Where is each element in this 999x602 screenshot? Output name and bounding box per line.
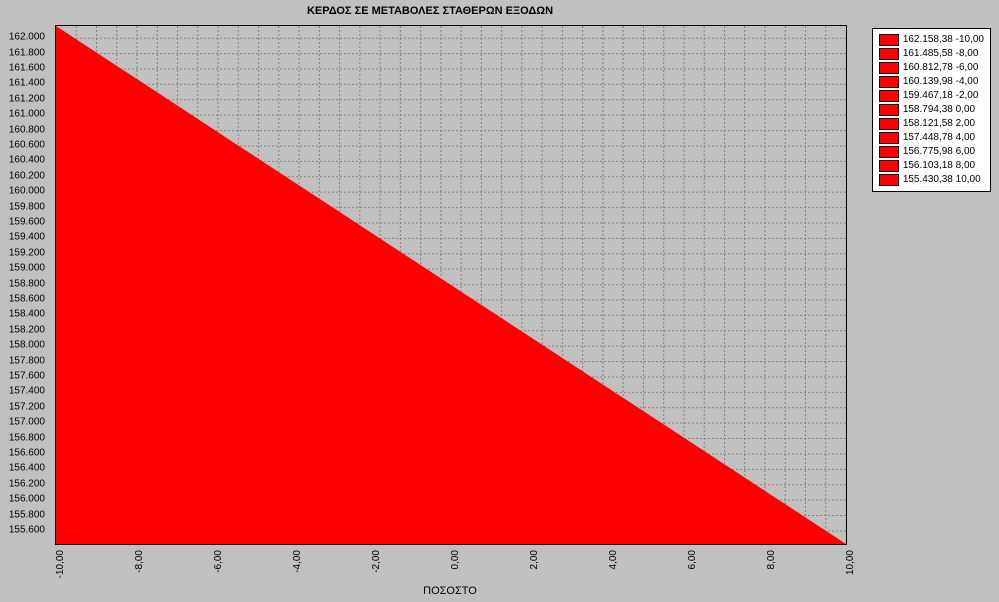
x-tick-label: -10,00 — [55, 550, 66, 578]
legend-label: 156.775,98 6,00 — [903, 145, 975, 159]
x-tick-label: -4,00 — [292, 550, 303, 573]
legend-item: 157.448,78 4,00 — [879, 131, 984, 145]
legend-label: 162.158,38 -10,00 — [903, 33, 984, 47]
legend-label: 158.794,38 0,00 — [903, 103, 975, 117]
x-tick-label: -6,00 — [213, 550, 224, 573]
y-tick-label: 161.400 — [9, 78, 45, 89]
y-tick-label: 159.200 — [9, 247, 45, 258]
y-tick-label: 156.400 — [9, 463, 45, 474]
y-axis-ticks: 155.600 155.800 156.000 156.200 156.400 156.6… — [0, 25, 50, 543]
y-tick-label: 157.200 — [9, 401, 45, 412]
x-tick-label: 0,00 — [450, 550, 461, 569]
chart-svg — [56, 26, 846, 544]
legend-label: 159.467,18 -2,00 — [903, 89, 979, 103]
x-tick-label: 10,00 — [845, 550, 856, 575]
y-tick-label: 157.800 — [9, 355, 45, 366]
y-tick-label: 158.400 — [9, 309, 45, 320]
legend-item: 158.794,38 0,00 — [879, 103, 984, 117]
y-tick-label: 162.000 — [9, 32, 45, 43]
chart-title: ΚΕΡΔΟΣ ΣΕ ΜΕΤΑΒΟΛΕΣ ΣΤΑΘΕΡΩΝ ΕΞΟΔΩΝ — [0, 5, 860, 17]
legend-label: 160.812,78 -6,00 — [903, 61, 979, 75]
x-tick-label: -8,00 — [134, 550, 145, 573]
y-tick-label: 156.000 — [9, 494, 45, 505]
y-tick-label: 158.200 — [9, 324, 45, 335]
y-tick-label: 159.800 — [9, 201, 45, 212]
legend-swatch — [879, 132, 899, 144]
x-tick-label: 2,00 — [529, 550, 540, 569]
legend-label: 155.430,38 10,00 — [903, 173, 981, 187]
y-tick-label: 160.600 — [9, 139, 45, 150]
y-tick-label: 161.600 — [9, 62, 45, 73]
plot-area — [55, 25, 847, 545]
y-tick-label: 159.600 — [9, 216, 45, 227]
legend-item: 162.158,38 -10,00 — [879, 33, 984, 47]
y-tick-label: 157.000 — [9, 417, 45, 428]
y-tick-label: 158.800 — [9, 278, 45, 289]
legend-item: 160.812,78 -6,00 — [879, 61, 984, 75]
legend-label: 156.103,18 8,00 — [903, 159, 975, 173]
y-tick-label: 158.000 — [9, 340, 45, 351]
y-tick-label: 161.200 — [9, 93, 45, 104]
y-tick-label: 159.000 — [9, 263, 45, 274]
x-axis-ticks: -10,00 -8,00 -6,00 -4,00 -2,00 0,00 2,00 4,00 6,… — [55, 545, 845, 590]
legend-swatch — [879, 62, 899, 74]
y-tick-label: 157.600 — [9, 370, 45, 381]
y-tick-label: 161.800 — [9, 47, 45, 58]
legend-swatch — [879, 174, 899, 186]
y-tick-label: 159.400 — [9, 232, 45, 243]
y-tick-label: 156.800 — [9, 432, 45, 443]
x-axis-label: ΠΟΣΟΣΤΟ — [55, 585, 845, 597]
x-tick-label: -2,00 — [371, 550, 382, 573]
chart-container: ΚΕΡΔΟΣ ΣΕ ΜΕΤΑΒΟΛΕΣ ΣΤΑΘΕΡΩΝ ΕΞΟΔΩΝ 155.… — [0, 0, 999, 602]
y-tick-label: 160.000 — [9, 186, 45, 197]
y-tick-label: 156.600 — [9, 447, 45, 458]
y-tick-label: 160.400 — [9, 155, 45, 166]
y-tick-label: 155.800 — [9, 509, 45, 520]
legend-swatch — [879, 118, 899, 130]
x-tick-label: 8,00 — [766, 550, 777, 569]
y-tick-label: 155.600 — [9, 524, 45, 535]
legend-swatch — [879, 90, 899, 102]
y-tick-label: 157.400 — [9, 386, 45, 397]
legend-swatch — [879, 160, 899, 172]
legend-item: 159.467,18 -2,00 — [879, 89, 984, 103]
legend-label: 158.121,58 2,00 — [903, 117, 975, 131]
legend-label: 157.448,78 4,00 — [903, 131, 975, 145]
legend-swatch — [879, 34, 899, 46]
y-tick-label: 160.200 — [9, 170, 45, 181]
legend-swatch — [879, 146, 899, 158]
x-tick-label: 6,00 — [687, 550, 698, 569]
legend-swatch — [879, 48, 899, 60]
y-tick-label: 156.200 — [9, 478, 45, 489]
y-tick-label: 160.800 — [9, 124, 45, 135]
legend-item: 155.430,38 10,00 — [879, 173, 984, 187]
legend-item: 158.121,58 2,00 — [879, 117, 984, 131]
legend-item: 161.485,58 -8,00 — [879, 47, 984, 61]
legend-swatch — [879, 76, 899, 88]
legend-item: 156.775,98 6,00 — [879, 145, 984, 159]
legend-item: 156.103,18 8,00 — [879, 159, 984, 173]
legend-swatch — [879, 104, 899, 116]
legend-label: 161.485,58 -8,00 — [903, 47, 979, 61]
y-tick-label: 158.600 — [9, 293, 45, 304]
legend: 162.158,38 -10,00161.485,58 -8,00160.812… — [872, 28, 991, 192]
x-tick-label: 4,00 — [608, 550, 619, 569]
legend-label: 160.139,98 -4,00 — [903, 75, 979, 89]
legend-item: 160.139,98 -4,00 — [879, 75, 984, 89]
y-tick-label: 161.000 — [9, 109, 45, 120]
